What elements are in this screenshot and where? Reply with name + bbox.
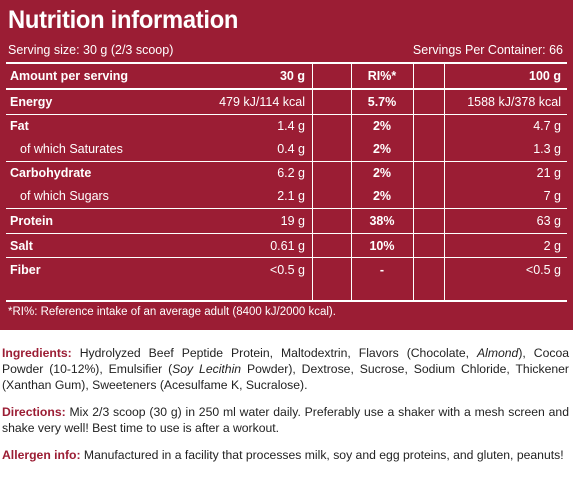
divider <box>6 233 567 234</box>
table-row: Carbohydrate 6.2 g 2% 21 g <box>6 162 567 184</box>
header-per-100: 100 g <box>529 69 561 83</box>
table-row: Fat 1.4 g 2% 4.7 g <box>6 115 567 137</box>
row-per-serving: 6.2 g <box>277 166 305 180</box>
row-ri: 2% <box>372 142 392 156</box>
page-title: Nutrition information <box>8 6 239 34</box>
column-divider <box>444 64 445 300</box>
ingredients-text-1: Hydrolyzed Beef Peptide Protein, Maltode… <box>71 346 478 360</box>
row-per-serving: 0.4 g <box>277 142 305 156</box>
row-per-100: 1.3 g <box>533 142 561 156</box>
column-divider <box>351 64 352 300</box>
table-row: Salt 0.61 g 10% 2 g <box>6 234 567 257</box>
footnote: *RI%: Reference intake of an average adu… <box>8 306 336 318</box>
table-row: Energy 479 kJ/114 kcal 5.7% 1588 kJ/378 … <box>6 90 567 114</box>
row-ri: 2% <box>372 166 392 180</box>
row-ri: 5.7% <box>367 95 397 109</box>
row-ri: 2% <box>372 189 392 203</box>
serving-size: Serving size: 30 g (2/3 scoop) <box>8 43 174 57</box>
allergen-text: Manufactured in a facility that processe… <box>80 448 564 462</box>
ingredients-italic-2: Soy Lecithin <box>172 362 242 376</box>
row-name: Protein <box>10 214 54 228</box>
row-per-serving: <0.5 g <box>269 263 305 277</box>
column-divider <box>312 64 313 300</box>
nutrition-table: Amount per serving 30 g RI%* 100 g Energ… <box>6 62 567 302</box>
directions-block: Directions: Mix 2/3 scoop (30 g) in 250 … <box>2 404 569 436</box>
ingredients-italic-1: Almond <box>477 346 519 360</box>
table-row: of which Saturates 0.4 g 2% 1.3 g <box>6 137 567 161</box>
ingredients-block: Ingredients: Hydrolyzed Beef Peptide Pro… <box>2 345 569 393</box>
row-name: Salt <box>10 238 33 253</box>
row-ri: 2% <box>372 119 392 133</box>
row-name: Carbohydrate <box>10 166 92 180</box>
ingredients-text-2: ), Cocoa Powder (10-12%), Emulsifier ( <box>2 346 569 376</box>
divider <box>6 88 567 90</box>
table-row: Protein 19 g 38% 63 g <box>6 209 567 233</box>
divider <box>6 114 567 115</box>
row-name: of which Sugars <box>20 189 109 203</box>
divider <box>6 257 567 258</box>
table-row: Fiber <0.5 g - <0.5 g <box>6 258 567 282</box>
directions-text: Mix 2/3 scoop (30 g) in 250 ml water dai… <box>2 405 569 435</box>
column-divider <box>413 64 414 300</box>
ingredients-label: Ingredients: <box>2 346 72 360</box>
nutrition-panel: Nutrition information Serving size: 30 g… <box>0 0 573 330</box>
row-per-100: 1588 kJ/378 kcal <box>467 95 561 109</box>
directions-label: Directions: <box>2 405 66 419</box>
row-name: Energy <box>10 95 53 109</box>
row-per-serving: 2.1 g <box>277 189 305 203</box>
table-header-row: Amount per serving 30 g RI%* 100 g <box>6 64 567 88</box>
allergen-block: Allergen info: Manufactured in a facilit… <box>2 447 569 463</box>
row-ri: 38% <box>369 214 395 228</box>
header-ri: RI%* <box>367 69 397 83</box>
row-per-100: <0.5 g <box>525 263 561 277</box>
servings-per-container: Servings Per Container: 66 <box>412 43 563 57</box>
row-name: Fiber <box>10 263 41 277</box>
row-ri: - <box>379 263 385 277</box>
ingredients-text-3: Powder), Dextrose, Sucrose, Sodium Chlor… <box>2 362 569 392</box>
row-per-serving: 19 g <box>280 214 305 228</box>
row-per-serving: 0.61 g <box>270 238 305 253</box>
row-name: Fat <box>10 119 29 133</box>
row-per-100: 4.7 g <box>533 119 561 133</box>
row-per-100: 63 g <box>536 214 561 228</box>
row-ri: 10% <box>369 238 395 253</box>
allergen-label: Allergen info: <box>2 448 81 462</box>
row-per-serving: 1.4 g <box>277 119 305 133</box>
row-per-serving: 479 kJ/114 kcal <box>219 95 305 109</box>
row-per-100: 21 g <box>536 166 561 180</box>
divider <box>6 161 567 162</box>
header-amount: Amount per serving <box>10 69 129 83</box>
row-per-100: 7 g <box>543 189 561 203</box>
divider <box>6 208 567 209</box>
table-row: of which Sugars 2.1 g 2% 7 g <box>6 184 567 208</box>
header-per-serving: 30 g <box>279 69 305 83</box>
row-name: of which Saturates <box>20 142 123 156</box>
row-per-100: 2 g <box>543 238 561 253</box>
